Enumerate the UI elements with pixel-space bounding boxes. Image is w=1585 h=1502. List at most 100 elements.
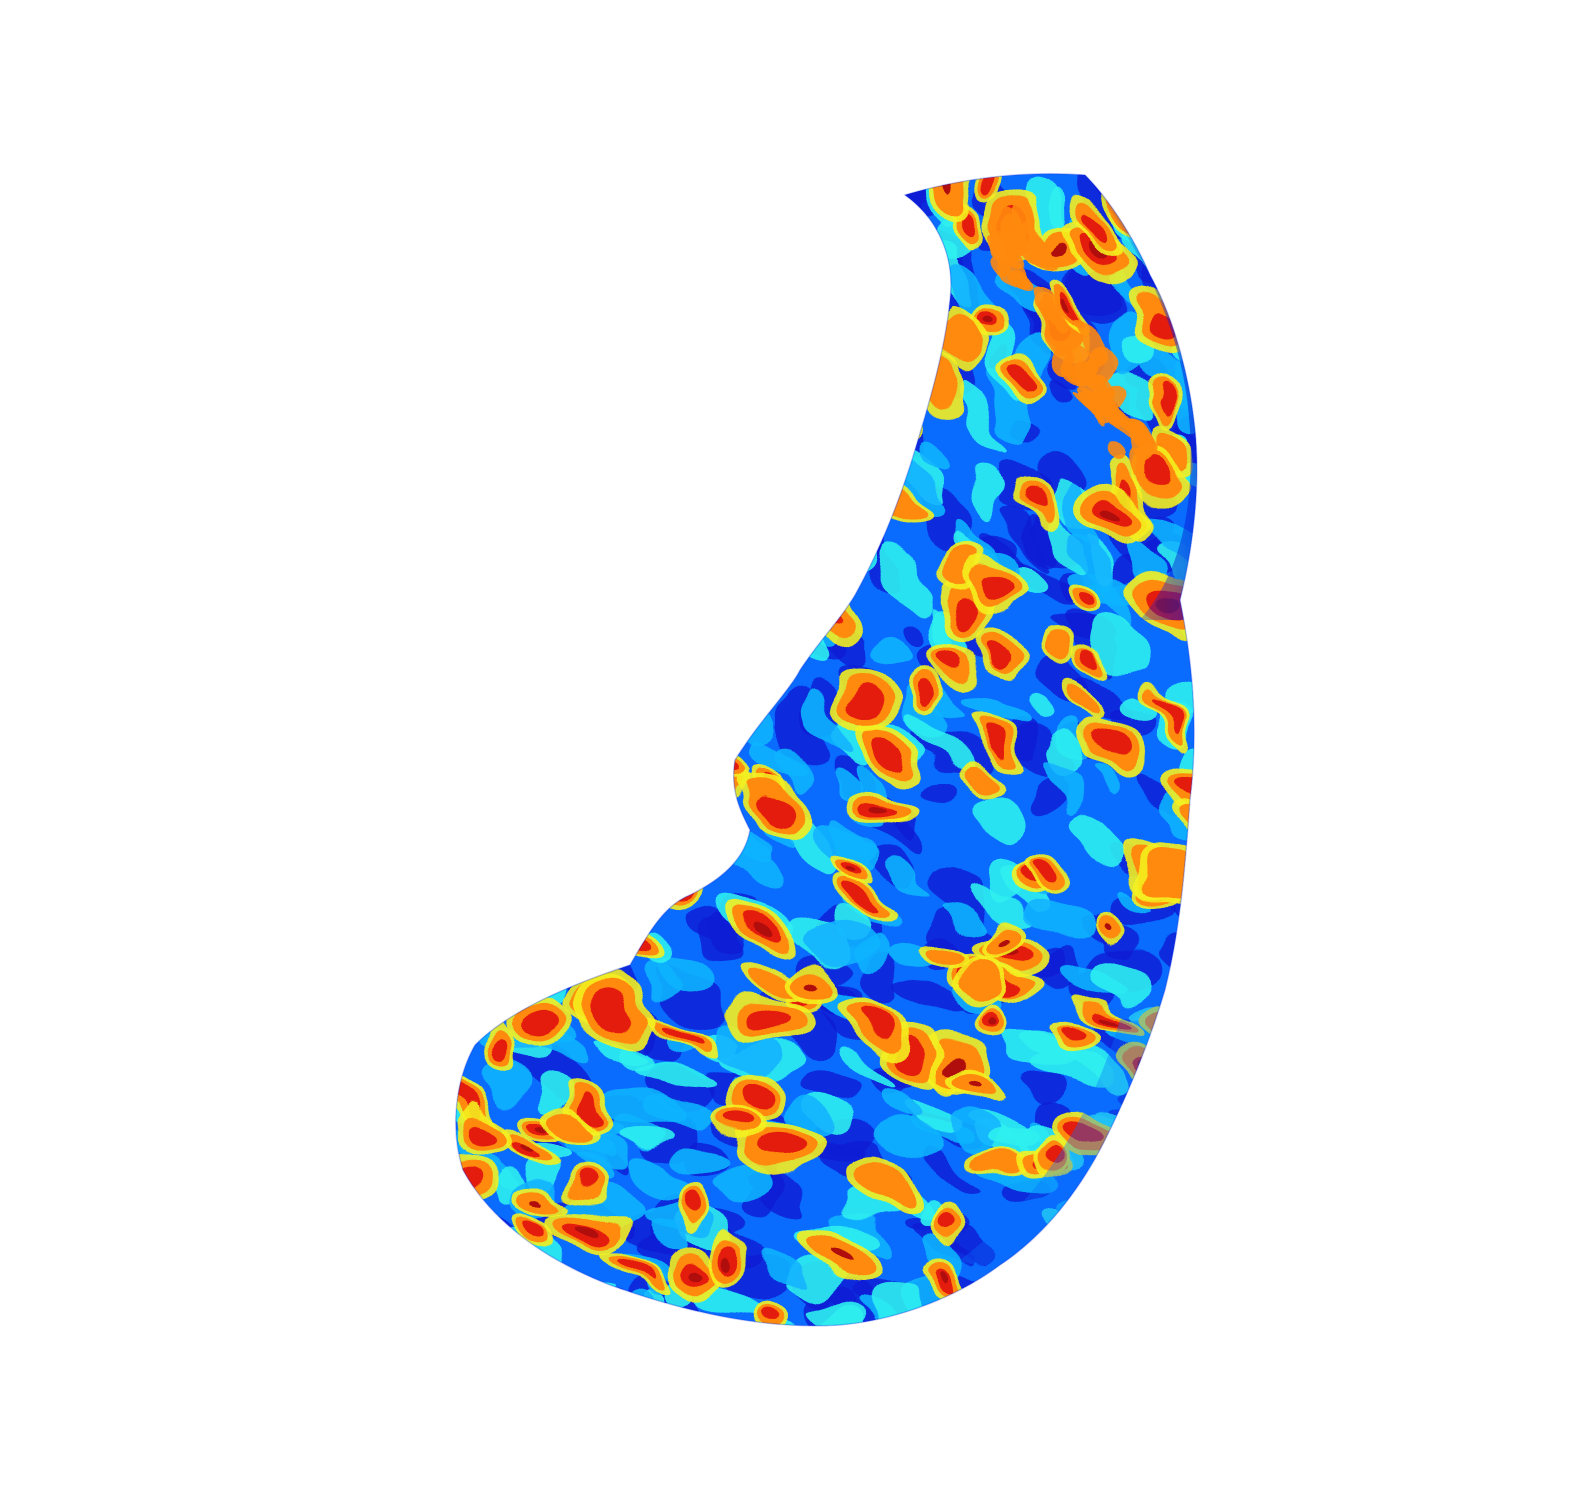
pattern-blob-red [1153, 696, 1177, 731]
pattern-blob-red [1001, 1283, 1040, 1309]
pattern-blob-dark-blue [626, 256, 656, 290]
pattern-blob-red [556, 849, 578, 872]
pattern-blob-dark-blue [578, 596, 623, 640]
pattern-blob-dark-red [977, 316, 987, 325]
pattern-blob-cyan [906, 711, 970, 765]
pattern-blob-red [473, 602, 500, 628]
pattern-blob-yellow [455, 705, 489, 742]
pattern-blob-dark-blue [1160, 1067, 1197, 1126]
pattern-blob-yellow [523, 862, 578, 927]
pattern-blob-red [611, 1258, 648, 1282]
pattern-blob-red [850, 689, 886, 717]
pattern-blob-dark-red [606, 658, 614, 667]
pattern-blob-cyan [455, 732, 469, 762]
pattern-blob-cyan [805, 920, 879, 963]
pattern-blob-dark-blue [717, 269, 755, 317]
pattern-blob-red [1078, 590, 1101, 610]
pattern-blob-orange [673, 750, 728, 786]
pattern-blob-cyan [478, 902, 546, 935]
pattern-blob-yellow [1143, 1128, 1197, 1162]
pattern-blob-dark-blue [1026, 1071, 1059, 1107]
pattern-blob-red [1189, 811, 1197, 843]
pattern-blob-dark-blue [565, 540, 618, 611]
pattern-blob-dark-blue [628, 313, 675, 358]
pattern-blob-dark-red [575, 441, 585, 451]
pattern-blob-yellow [477, 733, 526, 782]
pattern-blob-orange [455, 346, 461, 386]
pattern-blob-fold-orange [1078, 387, 1112, 427]
pattern-blob-cyan [1184, 1073, 1197, 1096]
pattern-blob-cyan [623, 398, 670, 449]
pattern-blob-yellow [608, 775, 655, 823]
pattern-blob-red [725, 1113, 760, 1129]
pattern-blob-dark-blue [455, 1280, 495, 1326]
pattern-blob-dark-blue [581, 1288, 622, 1326]
pattern-blob-dark-red [932, 1271, 944, 1281]
pattern-blob-yellow [455, 1208, 502, 1254]
pattern-blob-fold-orange [1102, 399, 1132, 437]
pattern-blob-dark-blue [698, 691, 754, 720]
pattern-blob-orange [480, 1287, 514, 1324]
pattern-blob-cyan [570, 887, 625, 934]
pattern-blob-cyan [455, 263, 465, 299]
pattern-blob-cyan [644, 1308, 681, 1326]
pattern-blob-cyan [886, 173, 910, 196]
pattern-blob-dark-blue [455, 517, 484, 565]
pattern-blob-orange [588, 708, 640, 770]
pattern-blob-dark-blue [590, 464, 638, 523]
pattern-blob-cyan [715, 721, 738, 748]
pattern-blob-orange [455, 709, 481, 738]
pattern-blob-orange [551, 1107, 596, 1138]
pattern-blob-orange [1161, 1268, 1197, 1305]
pattern-blob-red [918, 684, 936, 702]
pattern-blob-orange [656, 370, 700, 435]
pattern-blob-fold-orange [1076, 323, 1105, 361]
pattern-blob-dark-blue [744, 495, 813, 555]
pattern-blob-red [972, 1296, 1015, 1321]
pattern-blob-yellow [1056, 1278, 1104, 1306]
pattern-blob-cyan [1127, 1103, 1175, 1140]
pattern-blob-dark-red [1065, 304, 1074, 318]
pattern-blob-yellow [713, 517, 749, 566]
pattern-blob-yellow [676, 364, 725, 425]
pattern-blob-red [703, 422, 728, 444]
pattern-blob-dark-blue [894, 981, 964, 1010]
pattern-blob-dark-red [983, 1303, 1003, 1315]
pattern-blob-orange [1150, 1121, 1197, 1158]
pattern-blob-dark-blue [664, 191, 713, 245]
pattern-blob-orange [455, 528, 498, 570]
pattern-blob-red [1067, 1284, 1093, 1298]
pattern-blob-yellow [624, 416, 665, 493]
pattern-blob-yellow [1035, 1308, 1078, 1326]
pattern-blob-red [497, 528, 526, 561]
pattern-blob-fold-orange [1043, 314, 1076, 354]
pattern-blob-red [564, 173, 579, 194]
pattern-blob-yellow [719, 386, 772, 447]
pattern-blob-yellow [475, 1282, 519, 1326]
pattern-blob-orange [455, 916, 461, 940]
pattern-blob-cyan [455, 237, 477, 302]
pattern-blob-dark-blue [1078, 1223, 1138, 1267]
pattern-blob-dark-blue [678, 377, 742, 445]
pattern-blob-orange [756, 183, 790, 252]
pattern-blob-yellow [900, 326, 933, 367]
pattern-blob-cyan [506, 537, 564, 567]
pattern-blob-cyan [1173, 173, 1197, 190]
pattern-blob-red [878, 260, 904, 281]
pattern-blob-red [896, 378, 917, 420]
pattern-blob-fold-orange [1004, 238, 1025, 264]
pattern-blob-cyan [1061, 1278, 1095, 1307]
pattern-blob-dark-red [758, 922, 774, 936]
pattern-blob-orange [494, 292, 518, 354]
pattern-blob-red [610, 731, 627, 745]
pattern-blob-cyan [753, 265, 797, 339]
pattern-blob-orange [695, 217, 734, 288]
pattern-blob-orange [1039, 1313, 1073, 1326]
pattern-blob-red [679, 567, 698, 600]
pattern-blob-orange [582, 762, 621, 800]
pattern-blob-orange [1185, 296, 1197, 357]
pattern-blob-red [588, 768, 613, 793]
pattern-blob-cyan [1059, 484, 1098, 550]
pattern-blob-orange [832, 457, 854, 489]
